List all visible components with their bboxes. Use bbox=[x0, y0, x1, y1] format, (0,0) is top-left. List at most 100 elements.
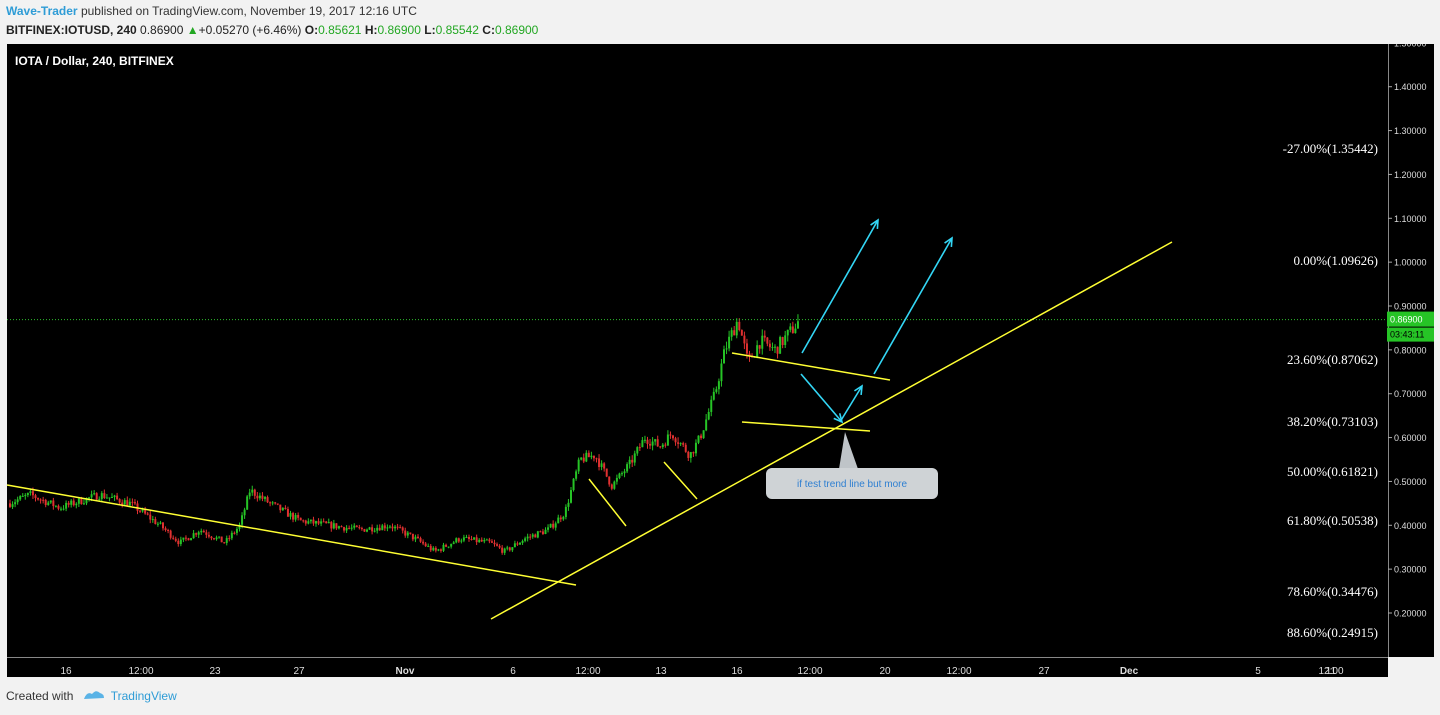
candle-body bbox=[14, 502, 17, 505]
candle-body bbox=[42, 499, 45, 501]
candle-body bbox=[93, 493, 96, 495]
candle-body bbox=[146, 513, 149, 515]
candle-body bbox=[394, 526, 397, 529]
tradingview-link[interactable]: TradingView bbox=[110, 689, 177, 703]
candle-body bbox=[470, 538, 473, 540]
candle-body bbox=[258, 495, 261, 499]
candle-body bbox=[88, 497, 91, 499]
symbol-label: BITFINEX:IOTUSD, 240 bbox=[6, 23, 137, 37]
projection-arrow-1[interactable] bbox=[801, 219, 879, 354]
candle-body bbox=[626, 464, 629, 472]
chart-header: Wave-Trader published on TradingView.com… bbox=[0, 0, 1440, 44]
author-link[interactable]: Wave-Trader bbox=[6, 4, 78, 18]
x-tick-label: 5 bbox=[1255, 666, 1261, 677]
candle-body bbox=[113, 495, 116, 497]
candle-body bbox=[572, 478, 575, 491]
close-label: C: bbox=[482, 23, 495, 37]
candle-body bbox=[350, 527, 353, 529]
candle-body bbox=[450, 543, 453, 547]
candle-body bbox=[213, 538, 215, 540]
pullback-line-1[interactable] bbox=[588, 478, 627, 527]
flag-lower-line[interactable] bbox=[741, 421, 871, 432]
candle-body bbox=[330, 521, 333, 529]
candle-body bbox=[118, 499, 121, 503]
candle-body bbox=[307, 521, 310, 524]
pullback-line-2[interactable] bbox=[663, 461, 698, 500]
candle-body bbox=[501, 547, 504, 553]
candle-body bbox=[195, 533, 198, 535]
candle-body bbox=[373, 530, 376, 532]
candle-body bbox=[381, 525, 384, 531]
candle-body bbox=[761, 335, 764, 349]
tradingview-logo-icon bbox=[83, 689, 105, 704]
candle-body bbox=[335, 523, 338, 529]
candle-body bbox=[215, 537, 218, 540]
candle-body bbox=[126, 500, 129, 506]
candle-body bbox=[156, 523, 159, 525]
candle-body bbox=[360, 528, 363, 530]
candle-body bbox=[598, 458, 601, 467]
candle-body bbox=[654, 439, 657, 442]
candle-body bbox=[567, 502, 570, 507]
callout-box[interactable] bbox=[766, 468, 938, 499]
plot-area[interactable] bbox=[7, 44, 1388, 657]
candle-body bbox=[98, 498, 101, 500]
candle-body bbox=[19, 496, 22, 500]
candle-body bbox=[366, 529, 368, 532]
candle-body bbox=[218, 536, 221, 538]
x-tick-label: 12:00 bbox=[575, 666, 600, 677]
candle-body bbox=[325, 521, 328, 524]
candle-body bbox=[700, 435, 703, 439]
candle-body bbox=[167, 530, 170, 532]
candle-body bbox=[269, 502, 272, 504]
candle-body bbox=[768, 343, 771, 348]
candle-body bbox=[720, 363, 723, 382]
candle-body bbox=[638, 447, 641, 449]
y-tick-label: 1.50000 bbox=[1394, 44, 1427, 48]
candle-body bbox=[592, 455, 595, 459]
y-tick-label: 1.00000 bbox=[1394, 258, 1427, 268]
projection-arrow-2[interactable] bbox=[873, 237, 953, 375]
candle-body bbox=[554, 523, 557, 528]
flag-upper-line[interactable] bbox=[731, 352, 891, 381]
candle-body bbox=[172, 537, 175, 539]
candle-body bbox=[580, 457, 583, 460]
candle-body bbox=[707, 411, 710, 420]
candle-body bbox=[297, 515, 300, 518]
candle-body bbox=[710, 399, 713, 412]
candle-body bbox=[677, 442, 680, 444]
x-tick-label: 12:00 bbox=[797, 666, 822, 677]
candle-body bbox=[16, 499, 19, 503]
x-tick-label: 12:00 bbox=[128, 666, 153, 677]
candle-body bbox=[743, 335, 746, 344]
price-axis[interactable] bbox=[1388, 44, 1434, 657]
created-with-label: Created with bbox=[6, 689, 74, 703]
candle-body bbox=[796, 321, 799, 329]
candle-body bbox=[432, 547, 435, 551]
descending-trendline[interactable] bbox=[6, 484, 577, 586]
fib-level-label: 38.20%(0.73103) bbox=[1287, 414, 1378, 429]
candle-body bbox=[692, 452, 695, 454]
candle-body bbox=[498, 545, 501, 548]
ascending-trendline[interactable] bbox=[490, 241, 1173, 620]
candle-body bbox=[284, 507, 287, 509]
candle-body bbox=[197, 532, 200, 535]
candle-body bbox=[687, 451, 690, 458]
projection-arrow-bounce[interactable] bbox=[839, 385, 863, 423]
candle-body bbox=[151, 519, 154, 521]
candle-body bbox=[131, 501, 134, 503]
price-chart[interactable]: IOTA / Dollar, 240, BITFINEX 0.20000 0.30… bbox=[0, 44, 1440, 685]
candle-body bbox=[266, 497, 269, 503]
candle-body bbox=[205, 532, 208, 535]
candle-body bbox=[437, 549, 440, 551]
candle-body bbox=[228, 538, 231, 540]
candle-body bbox=[702, 430, 705, 439]
candle-body bbox=[67, 502, 70, 505]
time-axis[interactable] bbox=[7, 657, 1388, 677]
y-tick-label: 0.80000 bbox=[1394, 345, 1427, 355]
candle-body bbox=[516, 543, 519, 545]
candle-body bbox=[643, 439, 646, 441]
y-tick-label: 0.30000 bbox=[1394, 565, 1427, 575]
candle-body bbox=[108, 497, 111, 499]
projection-arrow-down[interactable] bbox=[800, 373, 843, 423]
